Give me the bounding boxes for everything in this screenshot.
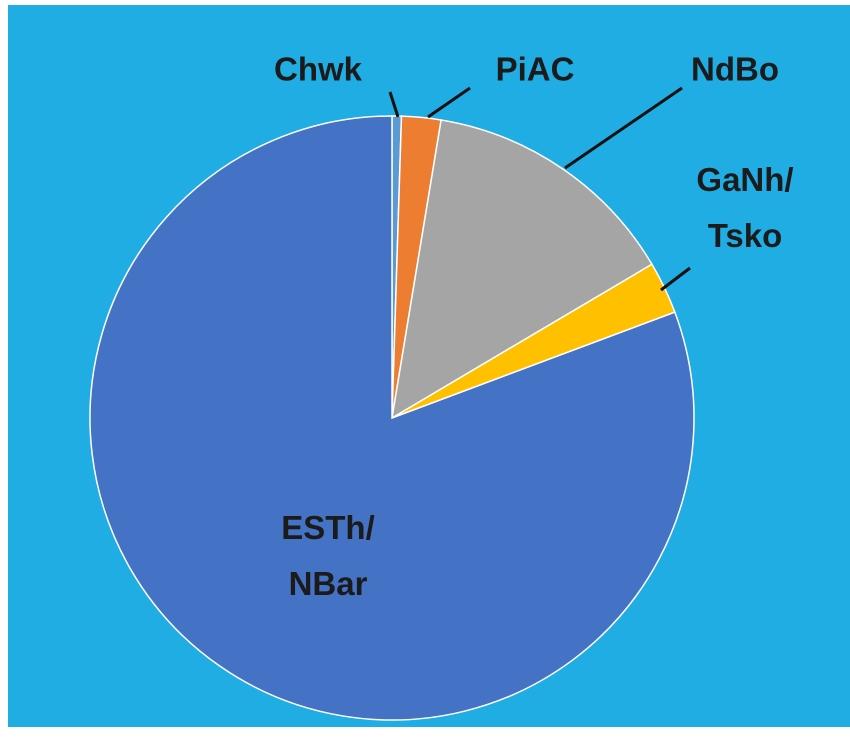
leader-line [660, 266, 691, 292]
pie-slice [390, 119, 653, 420]
leader-line [388, 91, 400, 118]
slice-label: Chwk [274, 51, 363, 88]
leader-lines [388, 86, 691, 292]
leader-line [564, 86, 683, 170]
leader-line [427, 86, 471, 119]
slices [89, 115, 695, 721]
slice-label: NdBo [691, 51, 779, 88]
pie-slice [89, 115, 695, 721]
slice-label: GaNh/Tsko [696, 161, 793, 254]
slice-label: PiAC [496, 51, 575, 88]
slice-label: ESTh/NBar [281, 509, 375, 602]
